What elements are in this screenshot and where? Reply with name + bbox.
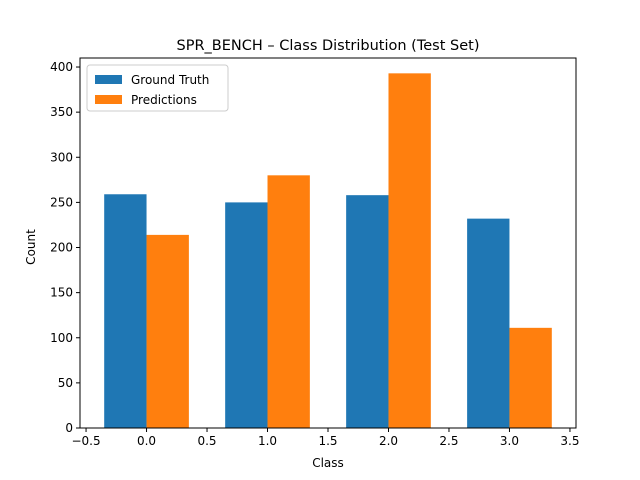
y-axis-label: Count (24, 229, 38, 265)
x-tick-label: 3.5 (560, 434, 579, 448)
x-axis-ticks: −0.5 0.0 0.5 1.0 1.5 2.0 2.5 3.0 3.5 (71, 428, 579, 448)
x-tick-label: 1.0 (258, 434, 277, 448)
legend-swatch-ground-truth (95, 75, 122, 84)
legend-box (86, 64, 229, 112)
y-tick-label: 400 (50, 60, 73, 74)
y-tick-label: 150 (50, 286, 73, 300)
x-tick-label: 0.0 (137, 434, 156, 448)
bar-predictions-class-2 (388, 73, 431, 428)
y-tick-label: 100 (50, 331, 73, 345)
legend-label-predictions: Predictions (131, 93, 197, 107)
y-tick-label: 0 (65, 421, 73, 435)
y-axis-ticks: 0 50 100 150 200 250 300 350 400 (50, 60, 80, 435)
legend-label-ground-truth: Ground Truth (131, 73, 209, 87)
bars-group (104, 73, 552, 428)
x-tick-label: −0.5 (71, 434, 100, 448)
y-tick-label: 300 (50, 150, 73, 164)
x-tick-label: 2.5 (439, 434, 458, 448)
bar-predictions-class-1 (267, 175, 310, 428)
bar-ground-truth-class-1 (225, 202, 268, 428)
x-tick-label: 1.5 (318, 434, 337, 448)
x-tick-label: 0.5 (197, 434, 216, 448)
x-tick-label: 2.0 (379, 434, 398, 448)
x-tick-label: 3.0 (500, 434, 519, 448)
y-tick-label: 200 (50, 241, 73, 255)
chart-title: SPR_BENCH – Class Distribution (Test Set… (177, 38, 480, 54)
legend: Ground Truth Predictions (86, 64, 229, 112)
bar-ground-truth-class-3 (467, 218, 510, 428)
legend-swatch-predictions (95, 95, 122, 104)
bar-ground-truth-class-0 (104, 194, 147, 428)
bar-ground-truth-class-2 (346, 195, 389, 428)
y-tick-label: 350 (50, 105, 73, 119)
bar-predictions-class-0 (146, 234, 189, 428)
y-tick-label: 50 (58, 376, 73, 390)
bar-predictions-class-3 (509, 327, 552, 428)
y-tick-label: 250 (50, 195, 73, 209)
x-axis-label: Class (312, 456, 344, 470)
